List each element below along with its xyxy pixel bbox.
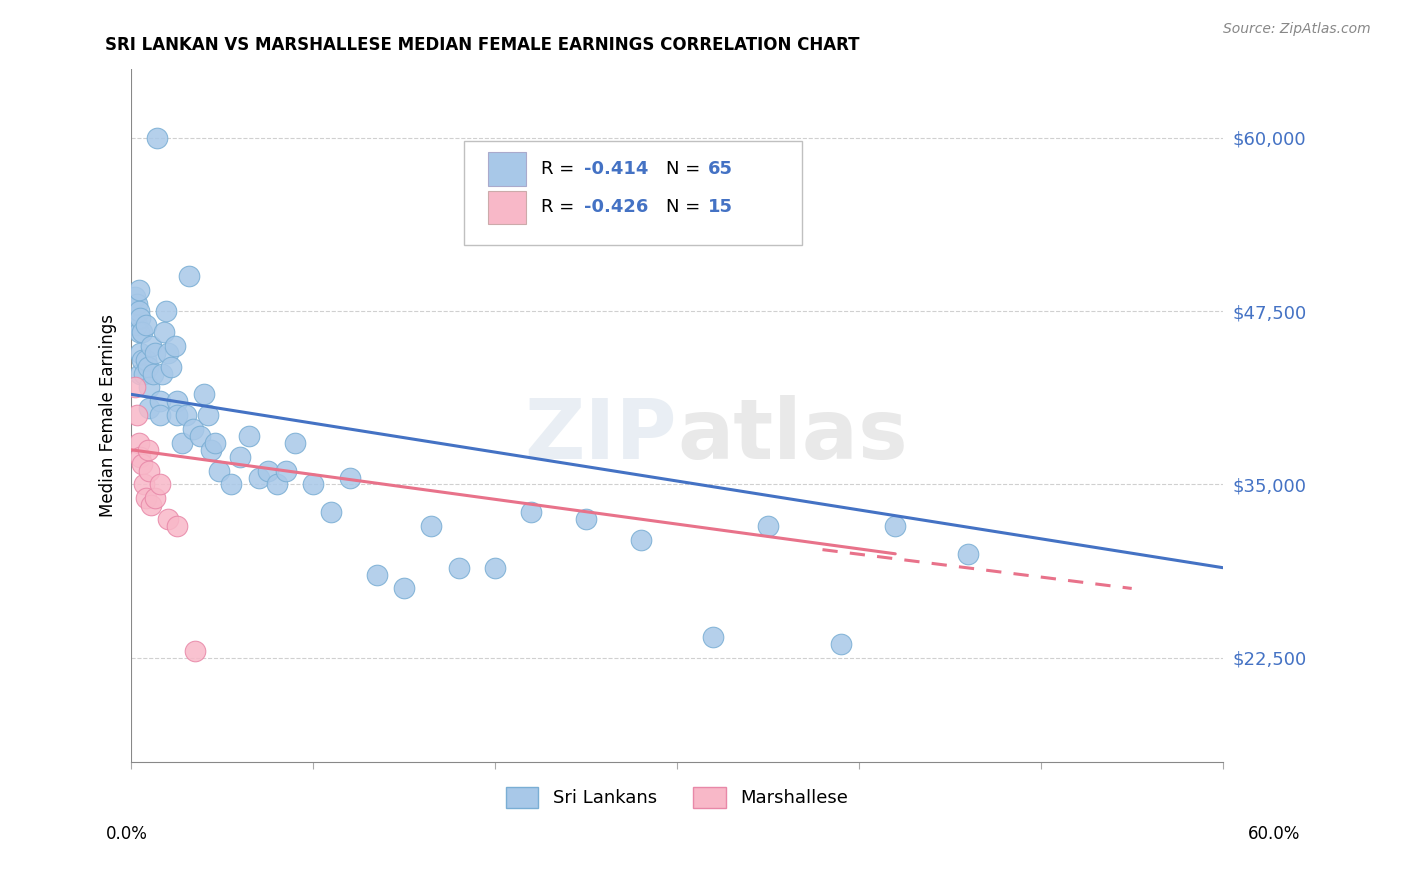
Point <box>575 512 598 526</box>
Point <box>197 408 219 422</box>
Point <box>128 325 150 339</box>
Point <box>138 401 160 416</box>
Point <box>131 457 153 471</box>
Point <box>132 477 155 491</box>
Text: 15: 15 <box>707 198 733 216</box>
Point <box>420 519 443 533</box>
Point <box>630 533 652 547</box>
Point <box>956 547 979 561</box>
Text: R =: R = <box>540 198 579 216</box>
Point <box>166 408 188 422</box>
Point <box>150 367 173 381</box>
Point <box>145 131 167 145</box>
Point <box>124 380 146 394</box>
Point <box>160 359 183 374</box>
Point <box>321 505 343 519</box>
Point <box>141 339 163 353</box>
Text: Source: ZipAtlas.com: Source: ZipAtlas.com <box>1223 22 1371 37</box>
FancyBboxPatch shape <box>464 141 803 245</box>
Point <box>339 470 361 484</box>
Point <box>174 408 197 422</box>
Point <box>141 498 163 512</box>
Point <box>172 435 194 450</box>
Text: N =: N = <box>666 198 706 216</box>
Point <box>135 352 157 367</box>
Text: -0.426: -0.426 <box>583 198 648 216</box>
Point <box>392 582 415 596</box>
Point <box>131 352 153 367</box>
Point <box>143 491 166 506</box>
Y-axis label: Median Female Earnings: Median Female Earnings <box>100 314 117 516</box>
Point <box>125 297 148 311</box>
Point <box>155 304 177 318</box>
Point <box>190 429 212 443</box>
Point <box>256 464 278 478</box>
Point <box>138 464 160 478</box>
Point <box>149 408 172 422</box>
Text: ZIP: ZIP <box>524 395 676 476</box>
Point <box>132 367 155 381</box>
Point <box>156 345 179 359</box>
Point <box>179 269 201 284</box>
Point <box>124 290 146 304</box>
Point <box>756 519 779 533</box>
Point <box>128 304 150 318</box>
Point <box>138 380 160 394</box>
Text: atlas: atlas <box>676 395 908 476</box>
Point <box>156 512 179 526</box>
Point <box>129 367 152 381</box>
Point <box>200 442 222 457</box>
Point <box>274 464 297 478</box>
Point <box>128 284 150 298</box>
Text: R =: R = <box>540 160 579 178</box>
Point <box>302 477 325 491</box>
Point <box>128 435 150 450</box>
Point <box>142 367 165 381</box>
Point <box>284 435 307 450</box>
Point <box>884 519 907 533</box>
Point <box>125 408 148 422</box>
Point <box>136 359 159 374</box>
FancyBboxPatch shape <box>488 153 526 186</box>
Text: -0.414: -0.414 <box>583 160 648 178</box>
Point <box>129 311 152 326</box>
Point <box>129 345 152 359</box>
Point <box>238 429 260 443</box>
Text: SRI LANKAN VS MARSHALLESE MEDIAN FEMALE EARNINGS CORRELATION CHART: SRI LANKAN VS MARSHALLESE MEDIAN FEMALE … <box>105 36 860 54</box>
Point <box>166 519 188 533</box>
Point <box>193 387 215 401</box>
Point <box>204 435 226 450</box>
Point <box>366 567 388 582</box>
Point <box>207 464 229 478</box>
Text: N =: N = <box>666 160 706 178</box>
Point <box>136 442 159 457</box>
Point <box>447 560 470 574</box>
Text: 0.0%: 0.0% <box>105 825 148 843</box>
Point <box>221 477 243 491</box>
Point <box>166 394 188 409</box>
Point <box>181 422 204 436</box>
Text: 65: 65 <box>707 160 733 178</box>
Point <box>149 394 172 409</box>
Point <box>520 505 543 519</box>
Point <box>153 325 176 339</box>
Point <box>184 644 207 658</box>
Point <box>229 450 252 464</box>
Point <box>247 470 270 484</box>
Point <box>484 560 506 574</box>
Point <box>135 318 157 332</box>
Point <box>135 491 157 506</box>
Point <box>266 477 288 491</box>
Legend: Sri Lankans, Marshallese: Sri Lankans, Marshallese <box>499 780 855 815</box>
Point <box>149 477 172 491</box>
Point <box>163 339 186 353</box>
FancyBboxPatch shape <box>488 191 526 224</box>
Point <box>702 630 724 644</box>
Point <box>125 318 148 332</box>
Point <box>129 450 152 464</box>
Text: 60.0%: 60.0% <box>1249 825 1301 843</box>
Point <box>830 637 852 651</box>
Point <box>131 325 153 339</box>
Point <box>143 345 166 359</box>
